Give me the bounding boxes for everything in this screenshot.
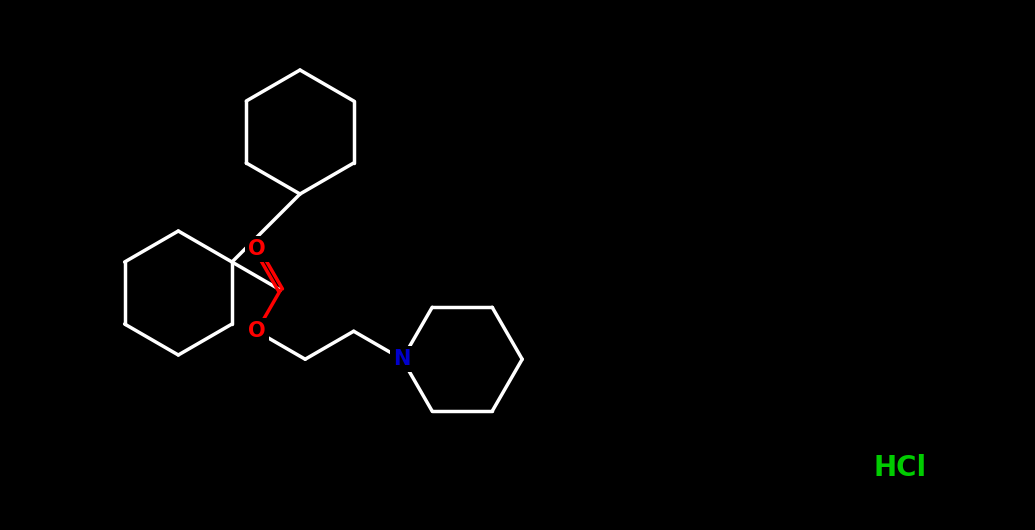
- Text: O: O: [248, 321, 266, 341]
- Text: HCl: HCl: [874, 454, 926, 482]
- Text: O: O: [248, 239, 266, 259]
- Text: N: N: [393, 349, 411, 369]
